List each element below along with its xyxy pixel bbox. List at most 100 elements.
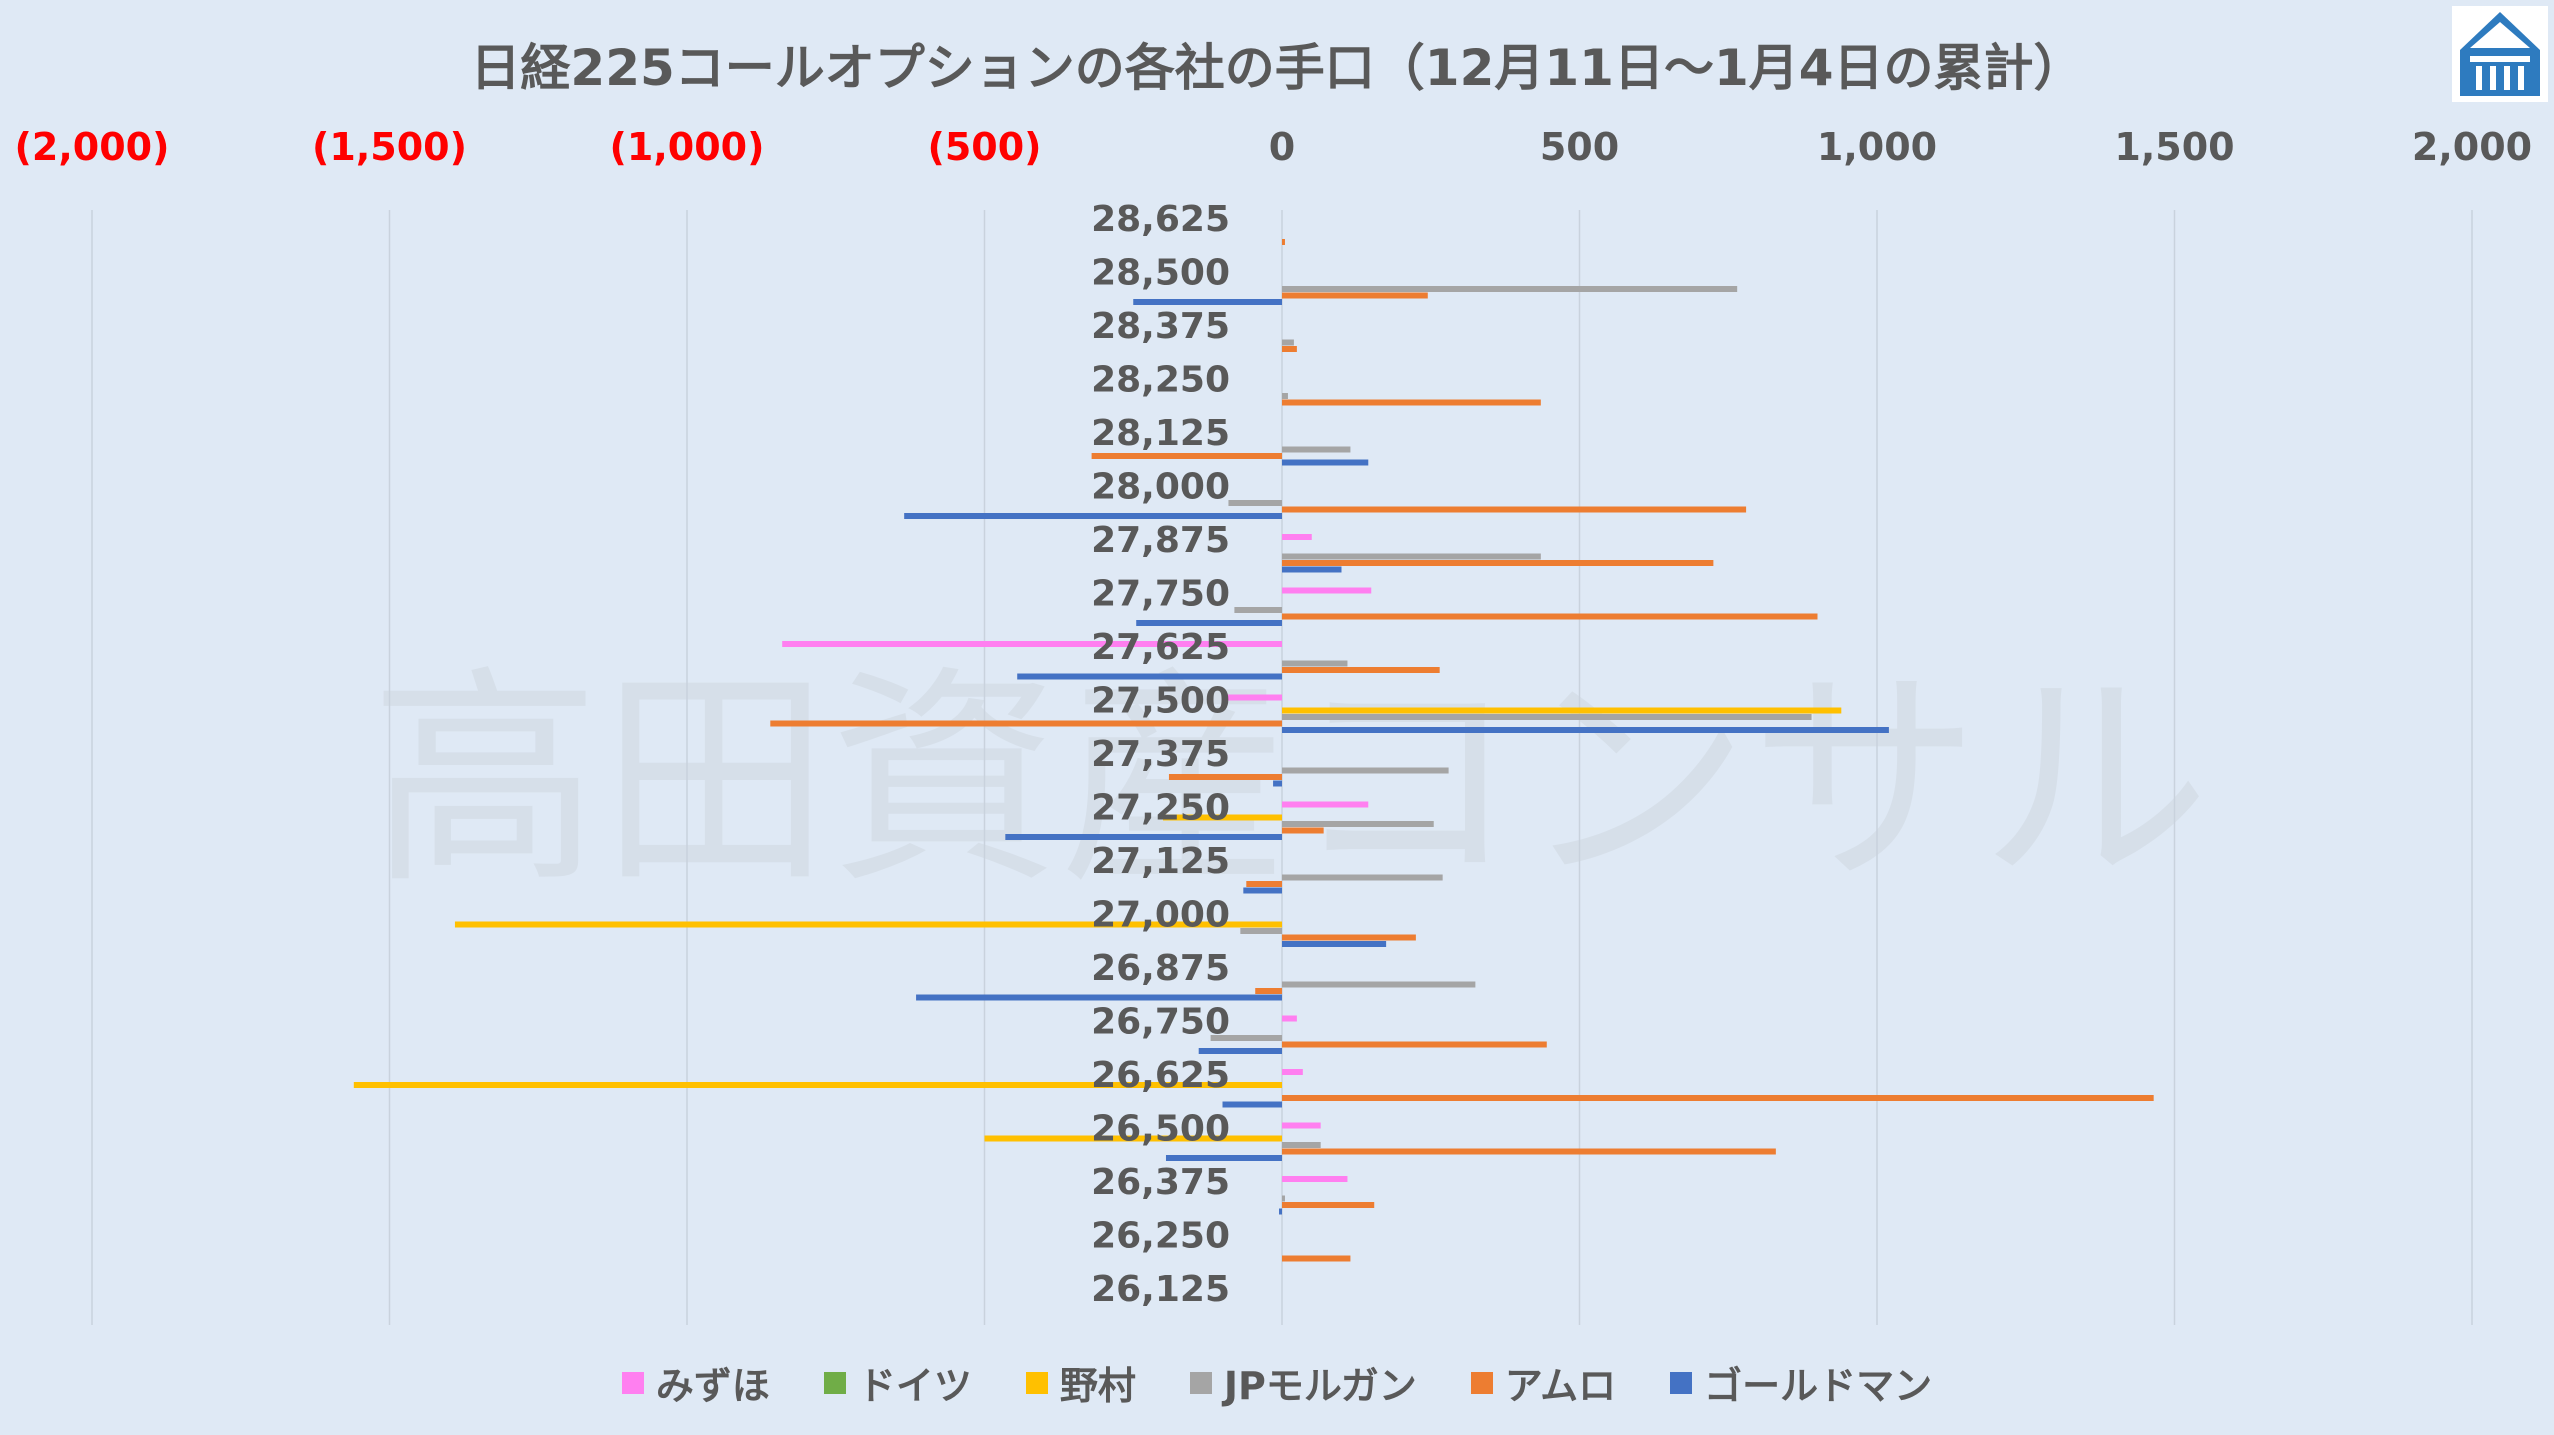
bar [1163, 814, 1282, 821]
bar [1282, 506, 1747, 513]
bar [1255, 988, 1282, 994]
category-label: 26,625 [1091, 1055, 1230, 1096]
x-tick-label: (2,000) [15, 125, 170, 169]
bar-series [353, 239, 2154, 1262]
category-label: 26,250 [1091, 1216, 1230, 1257]
bar [1282, 1176, 1348, 1182]
category-label: 27,875 [1091, 520, 1230, 561]
bar [1243, 887, 1282, 894]
bar [1282, 393, 1288, 399]
bar [1240, 928, 1282, 934]
bar [1282, 1142, 1321, 1148]
legend-label: アムロ [1504, 1364, 1617, 1408]
bar [1282, 399, 1541, 406]
bar [1282, 292, 1428, 299]
bar [1282, 239, 1285, 245]
bar [1282, 821, 1434, 827]
bar [1282, 941, 1387, 947]
bar [1282, 1202, 1375, 1208]
bar [1282, 874, 1443, 881]
bar [1246, 881, 1282, 887]
bar [1282, 827, 1324, 834]
x-tick-label: 1,500 [2114, 125, 2234, 169]
bar [1282, 801, 1369, 808]
bar [1282, 1122, 1321, 1129]
bar [1282, 339, 1294, 346]
x-tick-label: (1,000) [610, 125, 765, 169]
bar [1210, 1035, 1282, 1041]
logo-emblem-icon [2460, 12, 2540, 96]
category-label: 28,000 [1091, 467, 1230, 508]
category-label: 28,125 [1091, 413, 1230, 454]
legend-item: ドイツ [823, 1355, 972, 1410]
category-label: 26,500 [1091, 1109, 1230, 1150]
company-logo [2452, 6, 2548, 102]
bar [1282, 667, 1440, 673]
bar [1165, 1155, 1282, 1161]
bar [1282, 1095, 2154, 1101]
bar [984, 1135, 1282, 1142]
category-label: 28,250 [1091, 360, 1230, 401]
legend-label: みずほ [655, 1364, 770, 1408]
category-label: 26,750 [1091, 1002, 1230, 1043]
x-tick-label: 2,000 [2412, 125, 2532, 169]
plot-area: 高田資産コンサル (2,000) (1,500) (1,000) (500) 0 500 1… [15, 125, 2533, 1325]
category-label: 28,500 [1091, 253, 1230, 294]
bar [1168, 774, 1282, 780]
bar [1282, 534, 1312, 540]
bar [1282, 446, 1351, 453]
bar [1005, 834, 1282, 840]
watermark: 高田資産コンサル [370, 648, 2210, 915]
bar [1222, 1101, 1282, 1108]
bar [1228, 500, 1282, 506]
legend-item: アムロ [1470, 1355, 1617, 1410]
bar [1273, 780, 1282, 787]
legend-item: ゴールドマン [1670, 1355, 1932, 1410]
bar [1282, 934, 1416, 941]
category-label: 26,375 [1091, 1162, 1230, 1203]
x-tick-label: (1,500) [312, 125, 467, 169]
bar [454, 921, 1282, 928]
bar [1282, 1015, 1297, 1022]
bar [770, 720, 1282, 727]
x-tick-label: (500) [927, 125, 1041, 169]
bar [1282, 767, 1449, 774]
bar [782, 641, 1282, 647]
bar [1282, 346, 1297, 352]
x-tick-label: 500 [1540, 125, 1619, 169]
legend: みずほ ドイツ 野村 JPモルガン アムロ ゴールドマン [0, 1355, 2554, 1410]
bar [1282, 727, 1889, 733]
bar [1198, 1048, 1282, 1054]
legend-label: 野村 [1059, 1364, 1136, 1408]
legend-swatch [1189, 1371, 1212, 1394]
bar [904, 513, 1282, 519]
x-tick-label: 1,000 [1817, 125, 1937, 169]
legend-swatch [1470, 1371, 1493, 1394]
bar [1282, 286, 1738, 292]
bar [1282, 553, 1541, 560]
bar [1279, 1208, 1282, 1215]
category-label: 27,375 [1091, 734, 1230, 775]
legend-swatch [621, 1371, 644, 1394]
bar [1282, 1041, 1547, 1048]
bar [1282, 714, 1812, 720]
category-label: 28,625 [1091, 199, 1230, 240]
bar [1282, 566, 1342, 573]
legend-label: JPモルガン [1223, 1364, 1417, 1408]
legend-swatch [1025, 1371, 1048, 1394]
bar [1282, 560, 1714, 566]
category-labels: 28,625 28,500 28,375 28,250 28,125 28,000 27,8… [1091, 199, 1230, 1310]
bar [1282, 1148, 1776, 1155]
bar [1234, 607, 1282, 613]
x-axis-ticks: (2,000) (1,500) (1,000) (500) 0 500 1,000 1,500… [15, 125, 2533, 169]
chart-title: 日経225コールオプションの各社の手口（12月11日～1月4日の累計） [470, 39, 2084, 97]
category-label: 27,625 [1091, 627, 1230, 668]
legend-item: みずほ [621, 1355, 770, 1410]
bar [1282, 459, 1369, 466]
bar [1282, 981, 1476, 988]
bar [1282, 1069, 1303, 1075]
bar [1091, 453, 1282, 459]
bar [1017, 673, 1282, 680]
legend-swatch [1670, 1371, 1693, 1394]
category-label: 27,125 [1091, 841, 1230, 882]
